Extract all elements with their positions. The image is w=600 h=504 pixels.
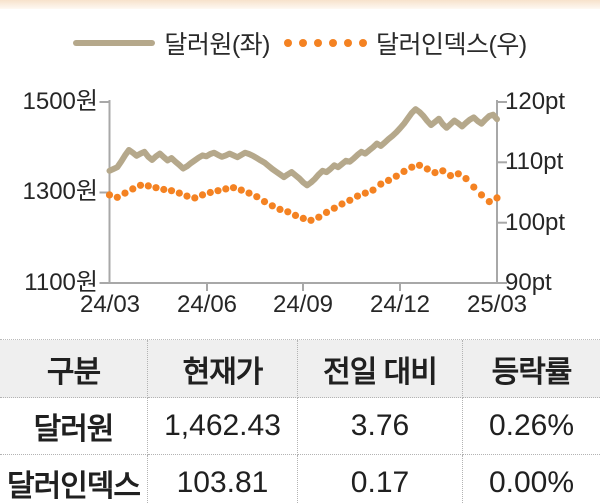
right-axis-label-100: 100pt: [505, 209, 566, 236]
usdkrw-line-swatch-icon: [73, 40, 156, 46]
table-header-price: 현재가: [148, 340, 298, 398]
x-axis-label-2412: 24/12: [369, 291, 431, 318]
table-row-usdkrw-pct: 0.26%: [463, 398, 600, 455]
table-row-dxy-price: 103.81: [148, 455, 298, 504]
legend-label-dollar-index: 달러인덱스(우): [376, 31, 527, 59]
right-axis-label-90: 90pt: [505, 269, 552, 296]
x-axis-label-2406: 24/06: [176, 291, 238, 318]
right-axis-label-120: 120pt: [505, 88, 566, 115]
table-row-usdkrw-name: 달러원: [0, 398, 148, 455]
table-header-gubun: 구분: [0, 340, 148, 398]
usdkrw-line: [106, 106, 500, 189]
fx-line-chart: [99, 100, 507, 291]
legend-item-usdkrw: 달러원(좌): [73, 25, 270, 61]
table-row-usdkrw-change: 3.76: [298, 398, 463, 455]
table-header-change: 전일 대비: [298, 340, 463, 398]
top-accent-bar: [0, 0, 600, 9]
x-axis-label-2403: 24/03: [79, 291, 141, 318]
table-header-pct: 등락률: [463, 340, 600, 398]
table-row-usdkrw-price: 1,462.43: [148, 398, 298, 455]
legend-item-dollar-index: 달러인덱스(우): [284, 25, 527, 61]
table-row-dxy-pct: 0.00%: [488, 466, 575, 499]
dollar-index-dots-swatch-icon: [284, 39, 367, 47]
table-row-dxy-name: 달러인덱스: [0, 455, 148, 504]
quote-table: 구분 현재가 전일 대비 등락률 달러원 1,462.43 3.76 0.26%…: [0, 339, 600, 504]
table-row-dxy-change: 0.17: [298, 455, 463, 504]
chart-legend: 달러원(좌) 달러인덱스(우): [0, 26, 600, 60]
left-axis-label-1100: 1100원: [24, 269, 98, 296]
right-axis-label-110: 110pt: [505, 148, 564, 175]
left-axis-label-1300: 1300원: [22, 178, 98, 205]
legend-label-usdkrw: 달러원(좌): [164, 31, 270, 59]
x-axis-label-2409: 24/09: [272, 291, 334, 318]
dollar-index-dots: [105, 161, 501, 224]
left-axis-label-1500: 1500원: [22, 88, 98, 115]
x-axis-label-2503: 25/03: [466, 291, 528, 318]
